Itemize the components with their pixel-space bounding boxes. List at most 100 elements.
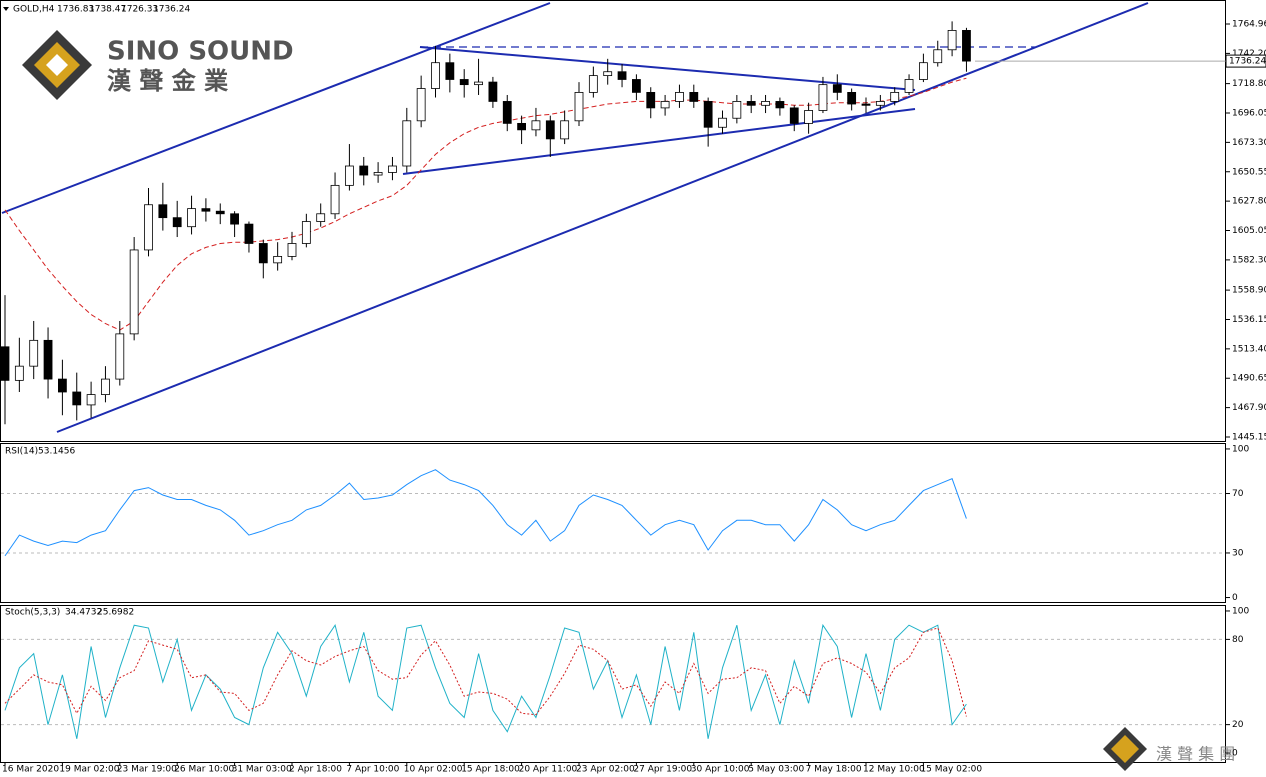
- candle-body: [201, 208, 211, 212]
- x-tick-label: 19 Mar 02:00: [59, 765, 119, 775]
- x-tick-label: 23 Mar 19:00: [117, 765, 177, 775]
- y-tick-label: 1605.05: [1232, 226, 1266, 236]
- candle-body: [517, 122, 526, 131]
- candle-body: [660, 101, 670, 109]
- candle-body: [287, 243, 297, 257]
- logo-chinese: 漢 聲 金 業: [107, 67, 228, 95]
- candle-body: [144, 204, 153, 251]
- candle-body: [818, 84, 828, 111]
- x-tick-label: 10 Apr 02:00: [404, 765, 463, 775]
- candle-body: [703, 101, 713, 128]
- rsi-value: 53.1456: [38, 447, 75, 457]
- candle-body: [101, 378, 110, 395]
- x-tick-label: 12 May 10:00: [863, 765, 925, 775]
- logo-name: SINO SOUND: [107, 37, 294, 67]
- stoch-panel: [0, 605, 1226, 763]
- x-tick-label: 27 Apr 19:00: [633, 765, 692, 775]
- rsi-panel: [0, 443, 1226, 603]
- trend-line: [1, 2, 551, 214]
- y-tick-label: 0: [1232, 749, 1238, 759]
- trend-lines: [1, 2, 1149, 433]
- candle-body: [545, 120, 555, 140]
- logo: SINO SOUND 漢 聲 金 業: [22, 30, 294, 100]
- candle-body: [890, 91, 900, 102]
- candle-body: [603, 71, 613, 77]
- candle-body: [617, 71, 627, 80]
- candle-body: [531, 120, 541, 131]
- candle-body: [43, 339, 53, 380]
- candle-body: [488, 81, 498, 102]
- chart-title: GOLD,H4: [13, 5, 55, 15]
- footer-logo: 漢 聲 集 團: [1103, 727, 1235, 771]
- logo-diamond: [1111, 735, 1139, 763]
- candle-body: [675, 91, 684, 102]
- candle-body: [875, 101, 885, 106]
- stoch-value: 25.6982: [97, 608, 134, 618]
- y-tick-label: 1742.20: [1232, 49, 1266, 59]
- main-panel: [0, 0, 1226, 442]
- indicator-line: [4, 627, 967, 717]
- footer-chinese: 漢 聲 集 團: [1156, 745, 1235, 764]
- candle-body: [861, 103, 871, 106]
- y-tick-label: 1627.80: [1232, 197, 1266, 207]
- x-tick-label: 15 Apr 18:00: [461, 765, 520, 775]
- header-value: 1726.33: [121, 5, 158, 15]
- candle-body: [316, 213, 326, 222]
- candle-body: [129, 249, 139, 335]
- y-tick-label: 1673.30: [1232, 138, 1266, 148]
- x-tick-label: 26 Mar 10:00: [174, 765, 234, 775]
- candle-body: [789, 107, 799, 124]
- header-value: 1736.24: [153, 5, 190, 15]
- y-tick-label: 80: [1232, 635, 1244, 645]
- candle-body: [187, 208, 196, 228]
- x-tick-label: 5 May 03:00: [748, 765, 804, 775]
- candle-body: [402, 120, 412, 167]
- x-tick-label: 2 Apr 18:00: [289, 765, 342, 775]
- stoch-value: 34.4732: [65, 608, 102, 618]
- stoch-title: Stoch(5,3,3): [5, 608, 60, 618]
- candle-body: [746, 101, 756, 106]
- candle-body: [230, 213, 240, 225]
- x-tick-label: 31 Mar 03:00: [232, 765, 292, 775]
- y-tick-label: 1513.40: [1232, 344, 1266, 354]
- candle-body: [215, 210, 225, 215]
- candle-body: [646, 91, 656, 109]
- menu-arrow: [3, 7, 9, 11]
- candle-body: [172, 217, 182, 228]
- y-tick-label: 1536.15: [1232, 315, 1266, 325]
- candle-body: [718, 117, 727, 128]
- last-price-label: 1736.24: [1229, 57, 1266, 67]
- candle-body: [388, 165, 397, 173]
- y-tick-label: 70: [1232, 489, 1244, 499]
- y-tick-label: 30: [1232, 548, 1244, 558]
- candle-body: [0, 346, 10, 381]
- candle-body: [416, 88, 426, 122]
- rsi-title: RSI(14): [5, 447, 38, 457]
- y-tick-label: 1764.96: [1232, 20, 1266, 30]
- y-tick-label: 1582.30: [1232, 255, 1266, 265]
- moving-average: [4, 77, 967, 331]
- indicator-line: [4, 469, 967, 557]
- y-tick-label: 1650.55: [1232, 167, 1266, 177]
- candle-body: [560, 120, 570, 140]
- candle-body: [258, 243, 268, 264]
- x-tick-label: 16 Mar 2020: [2, 765, 59, 775]
- candle-body: [962, 30, 971, 62]
- candle-body: [359, 165, 369, 176]
- last-price-box: [1225, 54, 1266, 68]
- candle-body: [29, 339, 39, 367]
- candle-body: [273, 255, 283, 264]
- x-tick-label: 15 May 02:00: [920, 765, 982, 775]
- candle-body: [431, 62, 440, 89]
- candle-body: [115, 333, 125, 380]
- x-tick-label: 20 Apr 11:00: [519, 765, 578, 775]
- y-tick-label: 1467.90: [1232, 403, 1266, 413]
- y-tick-label: 1718.80: [1232, 79, 1266, 89]
- candle-body: [244, 223, 254, 244]
- x-tick-label: 7 May 18:00: [806, 765, 862, 775]
- candle-body: [373, 172, 383, 176]
- candle-body: [588, 75, 598, 93]
- candle-body: [933, 49, 943, 64]
- candle-body: [919, 62, 928, 80]
